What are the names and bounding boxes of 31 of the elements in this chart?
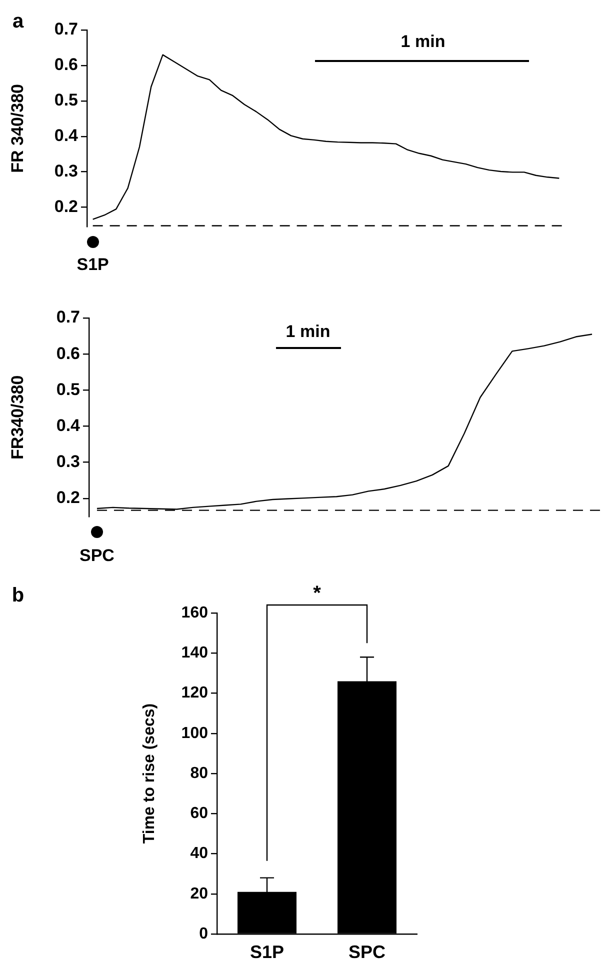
y-tick-label: 0.7 [54,20,78,39]
y-tick-label: 80 [190,764,208,782]
y-tick-label: 120 [181,684,208,702]
y-tick-label: 20 [190,885,208,902]
text: b [12,584,24,608]
y-tick-label: 0 [199,925,208,942]
y-tick-label: 0.3 [54,162,78,181]
y-tick-label: 0.7 [56,308,80,327]
y-tick-label: 140 [181,644,208,662]
y-tick-label: 0.6 [56,344,80,363]
y-tick-label: 0.5 [54,90,78,110]
y-tick-label: 60 [190,805,208,822]
y-tick-label: 160 [181,604,208,622]
y-axis-title: FR 340/380 [8,84,27,173]
y-tick-label: 0.3 [56,452,80,472]
y-tick-label: 0.4 [54,126,79,146]
y-axis-title: FR340/380 [8,375,27,460]
text: a [12,10,24,34]
annotation: 1 min [400,32,446,52]
y-tick-label: 100 [181,724,208,742]
annotation: 1 min [286,322,330,342]
y-tick-label: 0.2 [56,488,80,508]
y-tick-label: 40 [190,845,208,862]
y-tick-label: 0.6 [54,55,78,74]
text: SPC [80,546,114,566]
y-tick-label: 0.2 [54,196,78,216]
y-axis-title: Time to rise (secs) [141,703,158,844]
text: S1P [76,255,109,275]
text: * [313,582,321,606]
y-tick-label: 0.4 [56,416,81,435]
y-tick-label: 0.5 [56,380,80,399]
